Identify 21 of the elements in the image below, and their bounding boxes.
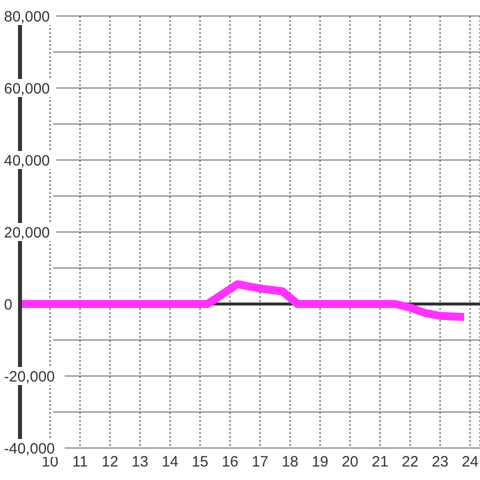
y-tick-label: 80,000 [4, 8, 50, 26]
y-tick-label: 40,000 [4, 152, 50, 170]
x-tick-label: 17 [252, 454, 268, 471]
x-tick-label: 12 [102, 454, 118, 471]
y-tick-label: 0 [4, 296, 12, 314]
x-tick-label: 13 [132, 454, 148, 471]
x-tick-label: 14 [162, 454, 178, 471]
x-tick-label: 16 [222, 454, 238, 471]
x-tick-label: 21 [372, 454, 388, 471]
x-tick-label: 20 [342, 454, 358, 471]
x-tick-label: 23 [432, 454, 448, 471]
y-tick-label: -40,000 [4, 440, 55, 458]
x-tick-label: 18 [282, 454, 298, 471]
y-tick-label: -20,000 [4, 368, 55, 386]
x-tick-label: 19 [312, 454, 328, 471]
y-tick-label: 20,000 [4, 224, 50, 242]
y-tick-label: 60,000 [4, 80, 50, 98]
x-tick-label: 15 [192, 454, 208, 471]
x-tick-label: 22 [402, 454, 418, 471]
x-tick-label: 11 [72, 454, 88, 471]
x-tick-label: 24 [462, 454, 478, 471]
